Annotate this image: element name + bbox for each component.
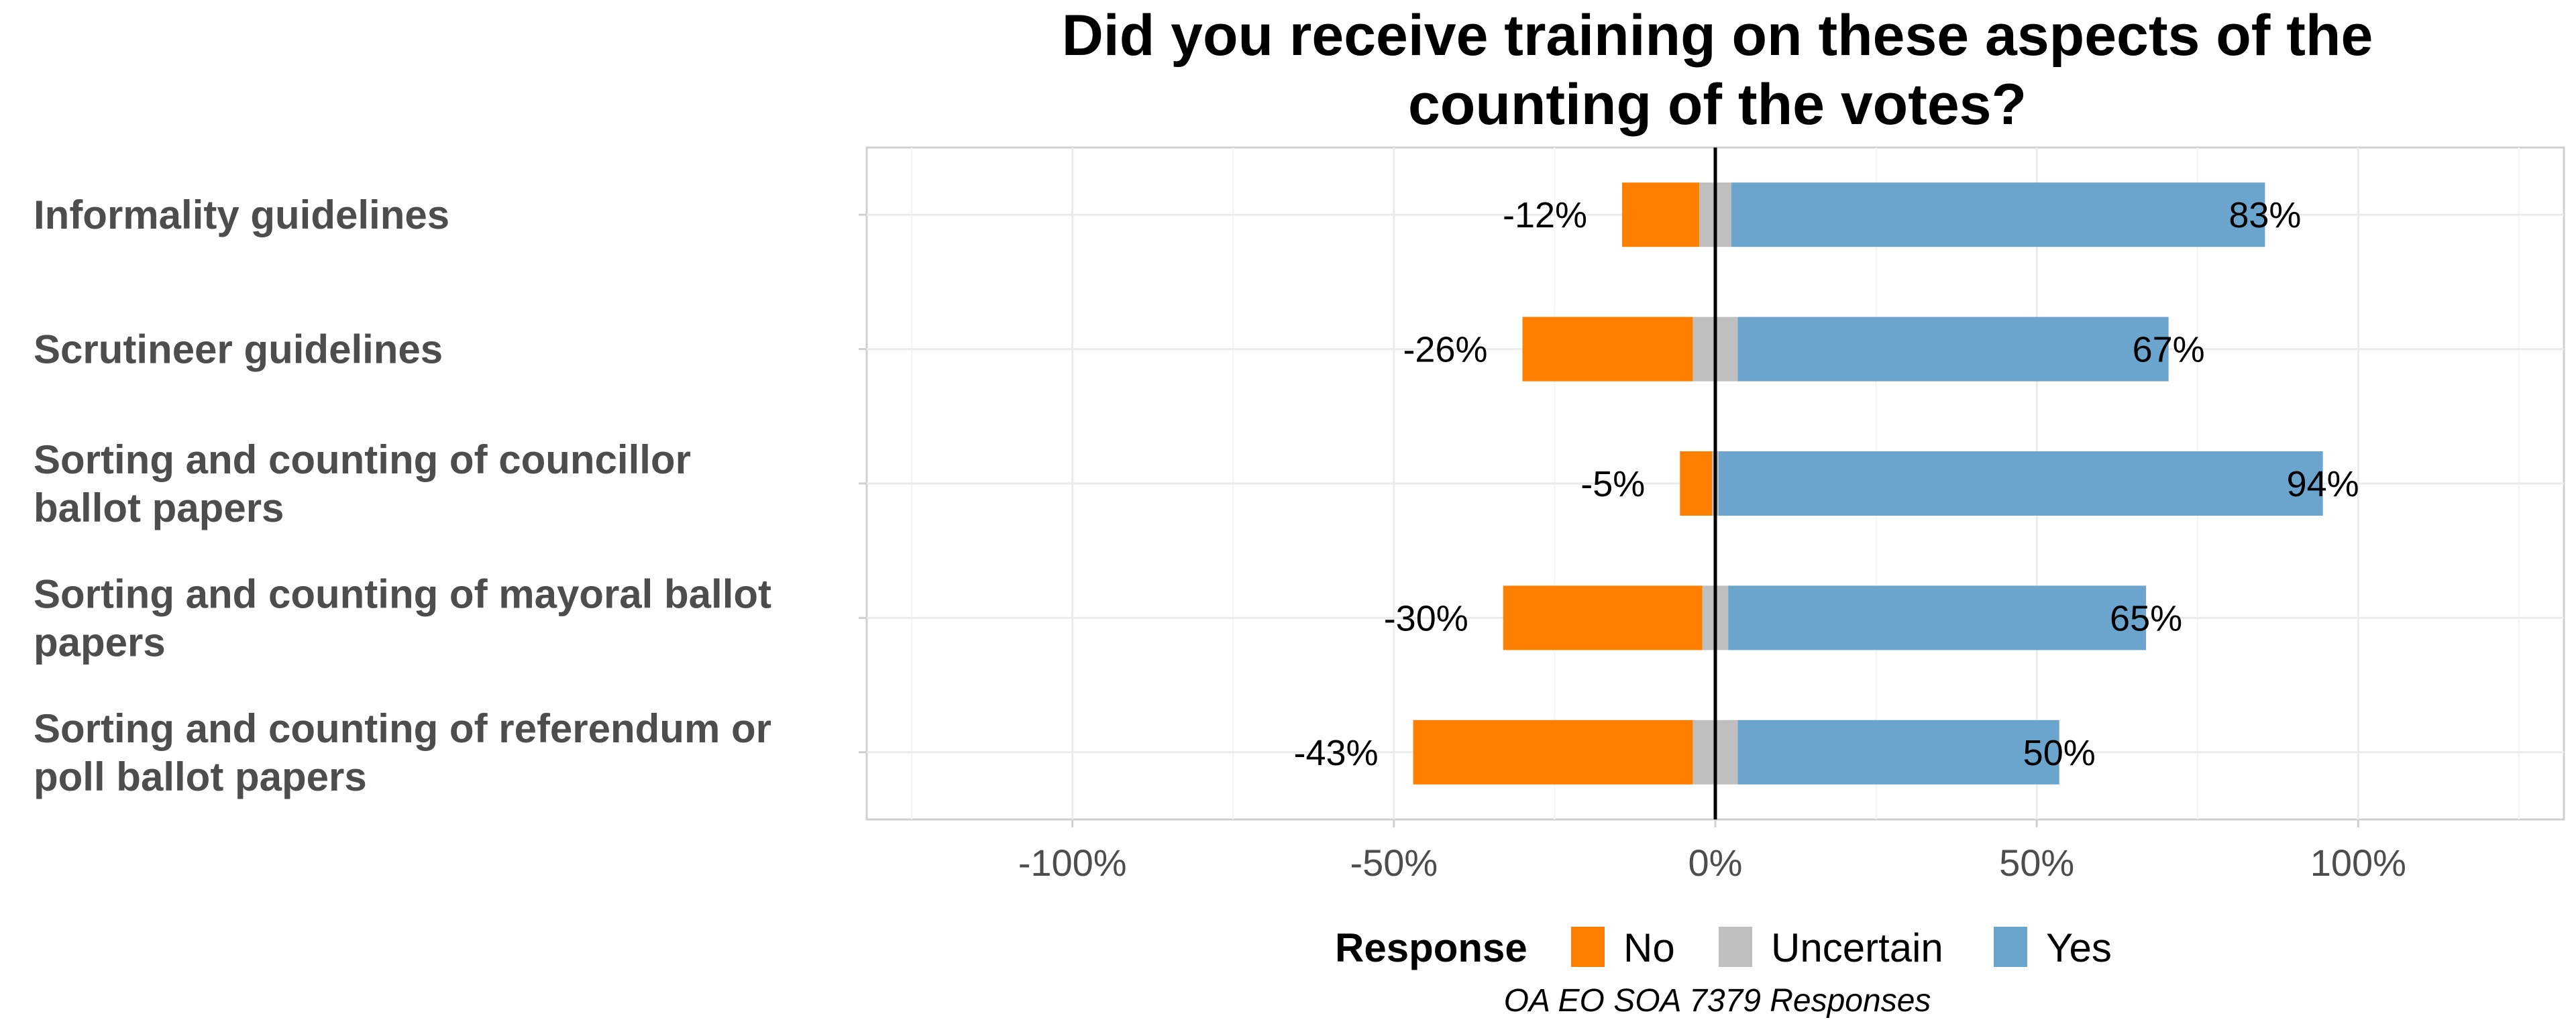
bar-yes xyxy=(1728,585,2147,650)
bar-no xyxy=(1622,182,1700,247)
data-label-no: -30% xyxy=(1384,598,1468,638)
bar-no xyxy=(1522,317,1693,382)
legend-swatch-uncertain xyxy=(1719,927,1752,967)
data-label-yes: 83% xyxy=(2229,195,2301,235)
category-label: Sorting and counting of mayoral ballot pa… xyxy=(34,571,771,665)
x-tick-label: 0% xyxy=(1688,842,1743,884)
bar-yes xyxy=(1718,451,2323,516)
category-label: Sorting and counting of councillor ballot… xyxy=(34,437,691,530)
data-label-no: -12% xyxy=(1503,195,1587,235)
legend-label-yes: Yes xyxy=(2046,925,2112,970)
legend-label-uncertain: Uncertain xyxy=(1771,925,1943,970)
category-label: Sorting and counting of referendum or pol… xyxy=(34,706,771,799)
data-label-no: -43% xyxy=(1294,733,1379,773)
chart-title-line-2: counting of the votes? xyxy=(1408,72,2027,137)
plot-area: -12% 83% -26% 67% -5% 94% -30% 65% -43% 50% xyxy=(865,146,2565,821)
data-label-yes: 50% xyxy=(2023,733,2096,773)
legend-title: Response xyxy=(1335,925,1527,970)
legend-swatch-no xyxy=(1571,927,1605,967)
legend-label-no: No xyxy=(1623,925,1675,970)
bar-yes xyxy=(1737,317,2169,382)
bar-yes xyxy=(1737,720,2059,785)
bar-no xyxy=(1503,585,1703,650)
bar-no xyxy=(1413,720,1693,785)
chart-title-line-1: Did you receive training on these aspect… xyxy=(1062,3,2373,68)
category-label: Scrutineer guidelines xyxy=(34,327,443,372)
data-label-yes: 67% xyxy=(2133,330,2205,370)
x-tick-label: 50% xyxy=(1999,842,2074,884)
data-label-yes: 94% xyxy=(2287,464,2359,504)
category-label: Informality guidelines xyxy=(34,192,449,237)
bar-no xyxy=(1680,451,1713,516)
data-label-no: -5% xyxy=(1580,464,1645,504)
legend: Response No Uncertain Yes xyxy=(1335,925,2112,970)
data-label-no: -26% xyxy=(1403,330,1487,370)
legend-swatch-yes xyxy=(1994,927,2027,967)
x-tick-label: 100% xyxy=(2310,842,2406,884)
data-label-yes: 65% xyxy=(2110,598,2182,638)
bar-yes xyxy=(1731,182,2265,247)
x-tick-label: -100% xyxy=(1018,842,1127,884)
x-tick-label: -50% xyxy=(1350,842,1438,884)
caption: OA EO SOA 7379 Responses xyxy=(1504,983,1931,1019)
